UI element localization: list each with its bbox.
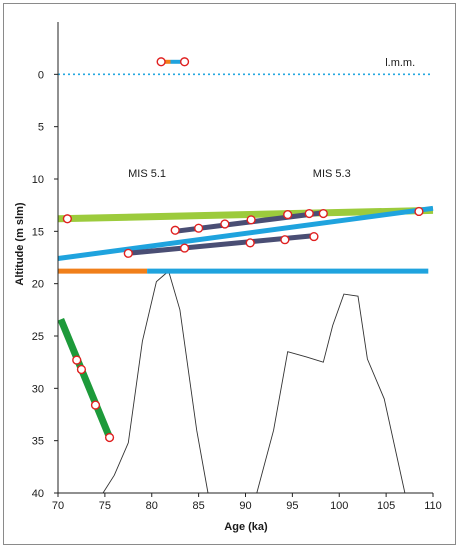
data-point-13 [309, 231, 319, 242]
x-axis-title: Age (ka) [224, 521, 268, 533]
data-point-17 [104, 432, 115, 443]
x-tick-label: 100 [330, 500, 348, 512]
annotation-label: l.m.m. [385, 57, 415, 69]
x-tick-label: 85 [193, 500, 205, 512]
figure-frame: 70 75 80 85 90 95 100 105 110 0 5 10 15 20 25 30 35 40 Al… [3, 3, 456, 545]
data-point-10 [179, 243, 190, 253]
data-point-14 [72, 355, 82, 365]
x-tick-label: 105 [377, 500, 395, 512]
y-tick-label: 5 [38, 122, 44, 134]
data-point-5 [283, 209, 293, 220]
y-tick-label: 10 [32, 174, 44, 186]
annotation-label: MIS 5.1 [128, 168, 166, 180]
series-line-6 [57, 317, 113, 439]
data-point-19 [179, 57, 190, 67]
data-point-18 [156, 57, 166, 67]
series-line-0 [57, 206, 434, 223]
annotation-label: MIS 5.3 [313, 168, 351, 180]
data-point-8 [414, 206, 424, 217]
y-axis-title: Altitude (m slm) [14, 202, 26, 285]
x-tick-label: 90 [239, 500, 251, 512]
data-point-11 [245, 238, 255, 248]
data-point-15 [76, 364, 87, 375]
points-group [62, 57, 424, 443]
y-tick-label: 25 [32, 331, 44, 343]
y-tick-label: 15 [32, 226, 44, 238]
y-tick-label: 0 [38, 69, 44, 81]
series-line-1 [57, 205, 434, 261]
data-point-12 [280, 235, 290, 245]
x-tick-label: 70 [52, 500, 64, 512]
x-tick-label: 75 [99, 500, 111, 512]
y-tick-label: 20 [32, 279, 44, 291]
data-point-7 [318, 208, 328, 219]
sea-level-curve-segment-0 [102, 270, 209, 494]
data-point-9 [123, 248, 133, 258]
x-tick-label: 95 [286, 500, 298, 512]
x-tick-label: 110 [424, 500, 442, 512]
y-tick-label: 40 [32, 488, 44, 500]
y-tick-label: 35 [32, 436, 44, 448]
x-tick-label: 80 [146, 500, 158, 512]
axes-group [54, 22, 434, 497]
y-tick-label: 30 [32, 383, 44, 395]
data-point-1 [170, 225, 180, 235]
data-point-4 [246, 215, 256, 225]
data-point-2 [194, 223, 204, 233]
tick-labels-group: 70 75 80 85 90 95 100 105 110 0 5 10 15 20 25 30 35 40 [32, 69, 442, 512]
chart: 70 75 80 85 90 95 100 105 110 0 5 10 15 20 25 30 35 40 Al… [14, 22, 442, 533]
data-point-0 [62, 214, 72, 224]
annotations-group: l.m.m. MIS 5.1 MIS 5.3 [128, 57, 415, 180]
data-point-6 [304, 208, 314, 219]
data-point-16 [90, 400, 101, 410]
data-point-3 [220, 219, 230, 229]
sea-level-curve-segment-1 [256, 293, 406, 494]
sea-level-curve-group [102, 270, 406, 494]
